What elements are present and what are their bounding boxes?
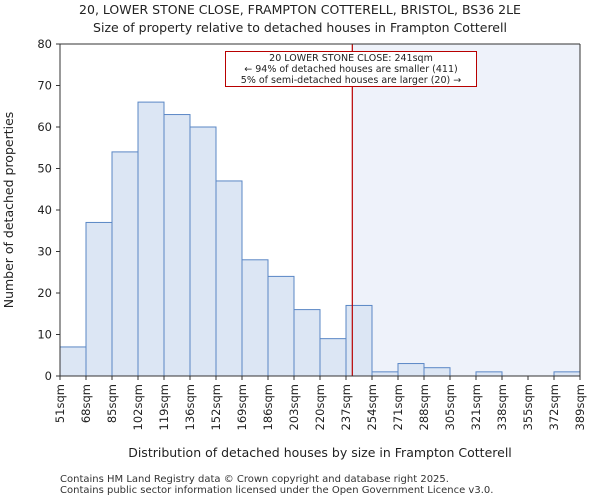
chart-subtitle: Size of property relative to detached ho…	[93, 20, 507, 35]
x-tick-label: 237sqm	[339, 384, 353, 430]
x-tick-label: 169sqm	[235, 384, 249, 430]
x-tick-label: 85sqm	[105, 384, 119, 423]
y-tick-label: 0	[45, 369, 52, 383]
bar	[371, 371, 399, 377]
x-tick-label: 203sqm	[287, 384, 301, 430]
x-tick-label: 220sqm	[313, 384, 327, 430]
bar	[85, 221, 113, 377]
x-tick-label: 288sqm	[417, 384, 431, 430]
x-tick-label: 254sqm	[365, 384, 379, 430]
bar	[189, 126, 217, 377]
x-tick-label: 321sqm	[469, 384, 483, 430]
x-tick-label: 51sqm	[53, 384, 67, 423]
chart-title: 20, LOWER STONE CLOSE, FRAMPTON COTTEREL…	[79, 2, 521, 17]
annotation-line-3: 5% of semi-detached houses are larger (2…	[240, 75, 462, 86]
bar	[475, 371, 503, 377]
bar	[267, 275, 295, 377]
y-tick-label: 40	[37, 203, 52, 217]
x-tick-label: 305sqm	[443, 384, 457, 430]
footer-copyright: Contains HM Land Registry data © Crown c…	[60, 474, 449, 485]
x-tick-label: 119sqm	[157, 384, 171, 430]
annotation-line-2: ← 94% of detached houses are smaller (41…	[244, 64, 458, 75]
bar	[345, 304, 373, 377]
x-tick-label: 338sqm	[495, 384, 509, 430]
bar	[163, 114, 191, 377]
marker-annotation: 20 LOWER STONE CLOSE: 241sqm ← 94% of de…	[225, 51, 477, 87]
x-tick-label: 186sqm	[261, 384, 275, 430]
y-tick-label: 50	[37, 162, 52, 176]
bar	[241, 259, 269, 377]
x-tick-label: 372sqm	[547, 384, 561, 430]
bar	[137, 101, 165, 377]
x-tick-label: 68sqm	[79, 384, 93, 423]
y-tick-label: 20	[37, 286, 52, 300]
bar	[59, 346, 87, 377]
x-tick-label: 271sqm	[391, 384, 405, 430]
x-tick-label: 136sqm	[183, 384, 197, 430]
x-tick-label: 389sqm	[573, 384, 587, 430]
bar	[215, 180, 243, 377]
larger-region-shade	[352, 44, 580, 376]
y-tick-label: 10	[37, 328, 52, 342]
bar	[553, 371, 581, 377]
bar	[111, 151, 139, 377]
y-tick-label: 60	[37, 120, 52, 134]
bar	[397, 363, 425, 377]
y-tick-label: 70	[37, 79, 52, 93]
bar	[293, 309, 321, 377]
footer-licence: Contains public sector information licen…	[60, 485, 494, 496]
x-tick-label: 102sqm	[131, 384, 145, 430]
bar	[319, 338, 347, 377]
y-axis-label: Number of detached properties	[1, 112, 16, 309]
x-tick-label: 355sqm	[521, 384, 535, 430]
x-tick-label: 152sqm	[209, 384, 223, 430]
y-tick-label: 30	[37, 245, 52, 259]
annotation-line-1: 20 LOWER STONE CLOSE: 241sqm	[269, 53, 433, 64]
y-tick-label: 80	[37, 37, 52, 51]
x-axis-label: Distribution of detached houses by size …	[128, 445, 512, 460]
bar	[423, 367, 451, 377]
